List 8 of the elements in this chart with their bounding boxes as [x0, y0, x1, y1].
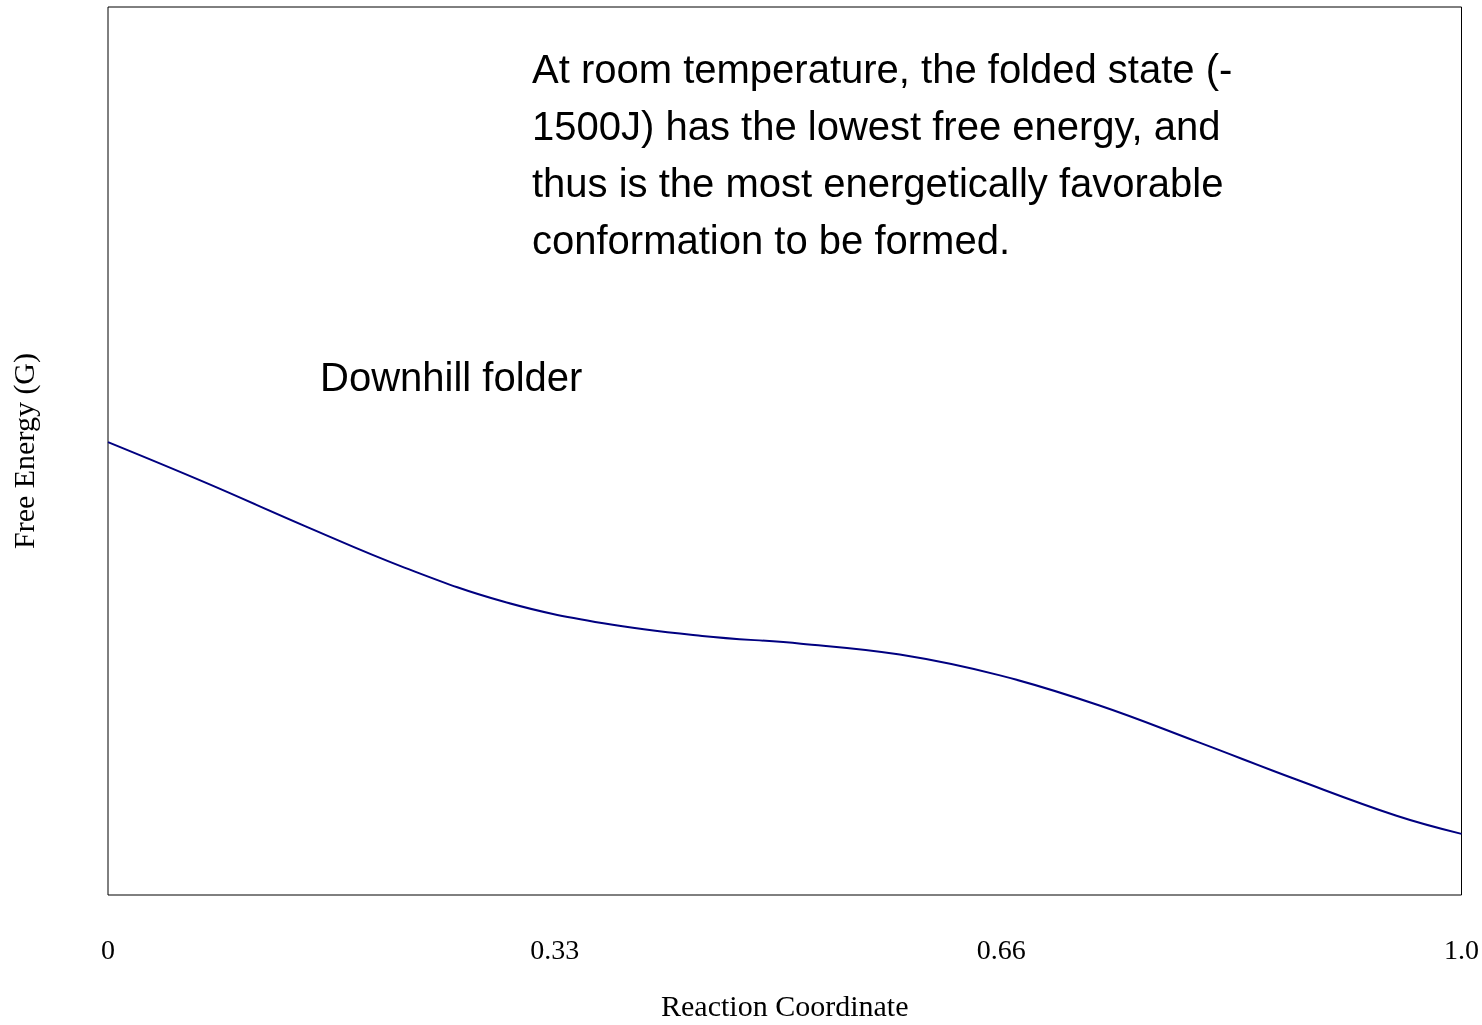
x-tick-label: 0.33: [530, 933, 580, 965]
x-tick-label: 1.0: [1444, 933, 1479, 965]
text: Downhill folder: [320, 354, 583, 399]
x-axis-title: Reaction Coordinate: [661, 988, 909, 1022]
text: At room temperature, the folded state (- 1500J) has the lowest free energy, and thus is the most energetically favorable conformation to be formed.: [532, 46, 1233, 262]
y-axis-title: Free Energy (G): [6, 352, 41, 550]
x-tick-label: 0.66: [976, 933, 1026, 965]
x-tick-label: 0: [101, 933, 115, 965]
